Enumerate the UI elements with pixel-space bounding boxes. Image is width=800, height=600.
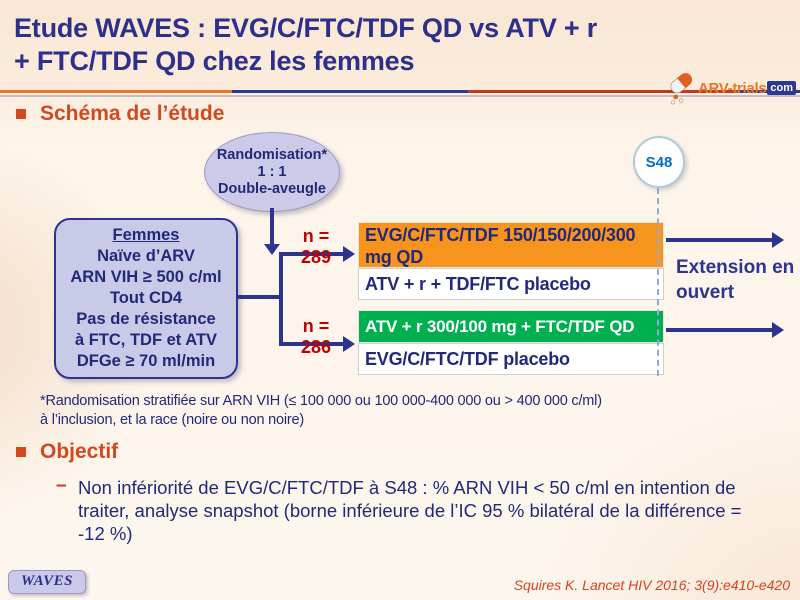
timepoint-s48-circle: S48 (633, 136, 685, 188)
extension-label: Extension en ouvert (676, 257, 795, 303)
timepoint-label: S48 (645, 153, 673, 171)
objective-text: Non infériorité de EVG/C/FTC/TDF à S48 :… (78, 477, 742, 544)
inclusion-line: Naïve d’ARV (97, 247, 195, 265)
arm2-placebo-box: EVG/C/FTC/TDF placebo (358, 343, 664, 375)
extension-arrow-bottom-shaft (666, 328, 774, 332)
inclusion-connector-line (238, 295, 281, 299)
arm1-arrow-head-icon (343, 246, 355, 262)
extension-arrow-top-shaft (666, 238, 774, 242)
section-objectif-heading: Objectif (16, 440, 118, 464)
extension-arrow-bottom-head-icon (772, 322, 784, 338)
inclusion-line: à FTC, TDF et ATV (74, 331, 218, 349)
randomisation-arrow-shaft (270, 208, 274, 244)
randomisation-ellipse: Randomisation* 1 : 1 Double-aveugle (204, 132, 340, 212)
inclusion-line: Pas de résistance (76, 310, 216, 328)
capsule-icon (670, 73, 692, 105)
schema-heading-label: Schéma de l’étude (40, 102, 225, 125)
bullet-square-icon (16, 447, 26, 457)
arm2-n-label: n = 286 (300, 316, 332, 357)
arm2-treatment-box: ATV + r 300/100 mg + FTC/TDF QD (358, 310, 664, 343)
extension-arrow-top-head-icon (772, 232, 784, 248)
arm1-arrow-shaft (279, 252, 345, 256)
bullet-square-icon (16, 109, 26, 119)
page-title: Etude WAVES : EVG/C/FTC/TDF QD vs ATV + … (14, 12, 734, 79)
randomisation-line2: 1 : 1 (257, 163, 287, 180)
objectif-heading-label: Objectif (40, 440, 119, 463)
randomisation-line3: Double-aveugle (218, 180, 326, 197)
arm1-n-label: n = 289 (300, 226, 332, 267)
branch-vertical-line (279, 252, 283, 346)
page-title-line2: + FTC/TDF QD chez les femmes (14, 46, 415, 77)
inclusion-line: Tout CD4 (109, 289, 183, 307)
arv-trials-logo: ARV-trials com (664, 70, 796, 106)
waves-study-badge: WAVES (8, 570, 86, 594)
section-schema-heading: Schéma de l’étude (16, 102, 224, 126)
randomisation-footnote: *Randomisation stratifiée sur ARN VIH (≤… (40, 392, 740, 430)
arm2-arrow-shaft (279, 342, 345, 346)
arm1-treatment-box: EVG/C/FTC/TDF 150/150/200/300 mg QD (358, 222, 664, 268)
logo-name: ARV-trials (697, 79, 767, 97)
s48-dashed-line (657, 188, 659, 376)
inclusion-criteria-box: Femmes Naïve d’ARV ARN VIH ≥ 500 c/ml To… (54, 218, 238, 379)
title-divider (0, 90, 800, 93)
inclusion-title: Femmes (112, 226, 180, 244)
inclusion-line: ARN VIH ≥ 500 c/ml (70, 268, 222, 286)
footnote-line1: *Randomisation stratifiée sur ARN VIH (≤… (40, 393, 602, 409)
arm2-arrow-head-icon (343, 336, 355, 352)
logo-tld: com (767, 81, 796, 95)
reference-citation: Squires K. Lancet HIV 2016; 3(9):e410-e4… (513, 577, 790, 593)
randomisation-arrow-head-icon (264, 244, 280, 255)
footnote-line2: à l’inclusion, et la race (noire ou non … (40, 412, 305, 428)
title-divider-shadow (0, 95, 800, 97)
page-title-line1: Etude WAVES : EVG/C/FTC/TDF QD vs ATV + … (14, 13, 598, 43)
randomisation-line1: Randomisation* (216, 146, 328, 163)
arm1-placebo-box: ATV + r + TDF/FTC placebo (358, 268, 664, 300)
inclusion-line: DFGe ≥ 70 ml/min (76, 352, 216, 370)
objective-dash: – (56, 475, 67, 496)
